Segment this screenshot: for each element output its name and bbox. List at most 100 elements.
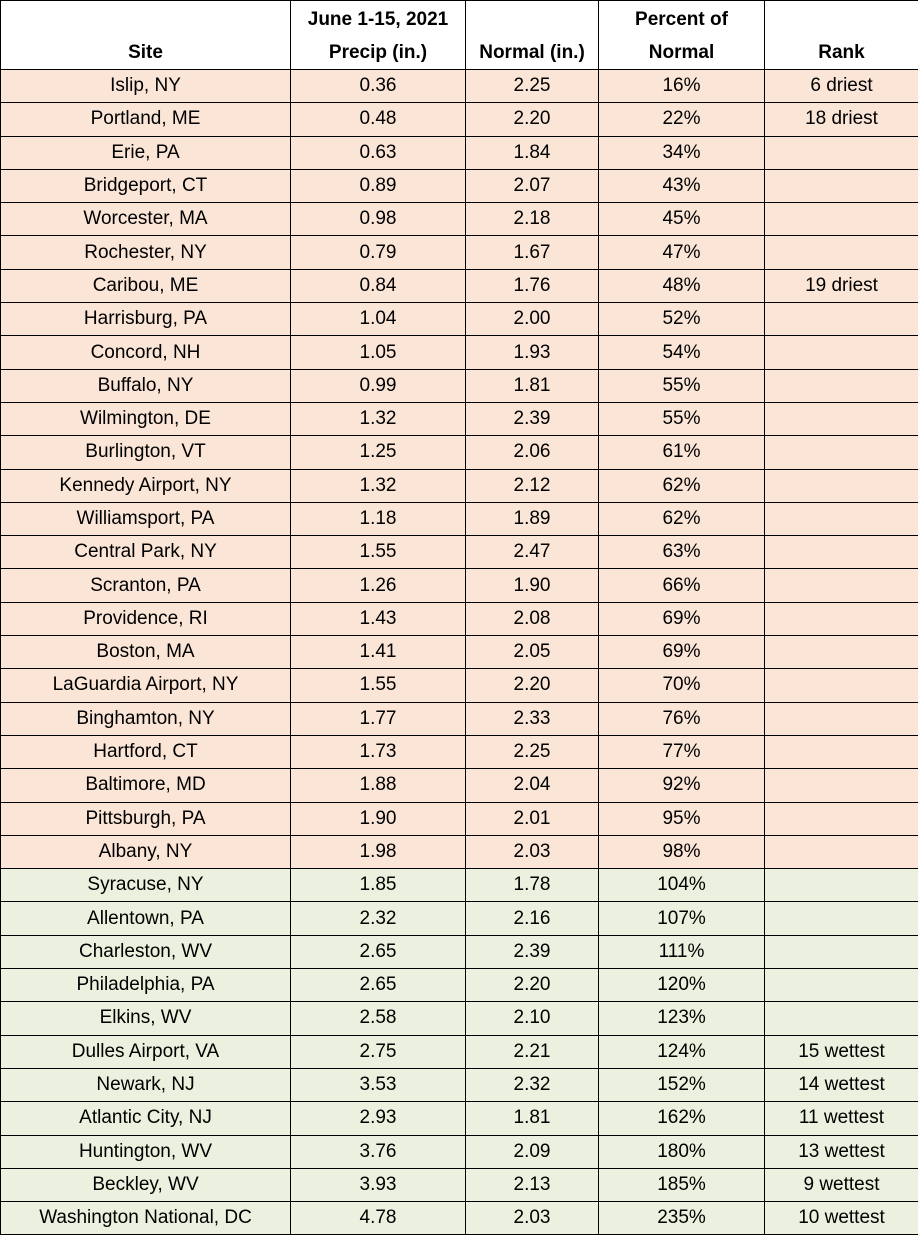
table-cell: 62% (598, 501, 765, 537)
table-cell: 1.90 (465, 568, 599, 603)
table-cell: 0.89 (290, 168, 466, 204)
header-text: Normal (648, 42, 715, 63)
table-cell: Wilmington, DE (0, 401, 291, 437)
table-row: Huntington, WV 3.76 2.09 180% 13 wettest (0, 1134, 918, 1169)
table-cell: 2.05 (465, 635, 599, 670)
table-row: Dulles Airport, VA 2.75 2.21 124% 15 wettest (0, 1034, 918, 1069)
table-cell: 3.53 (290, 1067, 466, 1103)
table-cell: 185% (598, 1167, 765, 1203)
table-cell (764, 668, 918, 703)
table-cell: 2.07 (465, 168, 599, 204)
table-cell: 55% (598, 368, 765, 403)
table-cell: 2.13 (465, 1167, 599, 1203)
table-cell: Concord, NH (0, 335, 291, 370)
table-cell: 1.04 (290, 302, 466, 337)
table-cell (764, 701, 918, 736)
table-cell: 22% (598, 102, 765, 137)
table-cell (764, 868, 918, 903)
table-cell: 2.04 (465, 768, 599, 803)
table-cell: Worcester, MA (0, 202, 291, 237)
table-row: Kennedy Airport, NY 1.32 2.12 62% (0, 468, 918, 503)
table-cell: 2.32 (465, 1067, 599, 1103)
table-cell: 1.67 (465, 235, 599, 270)
table-cell: 9 wettest (764, 1167, 918, 1203)
header-text: June 1-15, 2021 (307, 9, 449, 30)
table-cell: 2.47 (465, 535, 599, 570)
header-cell: Normal (in.) (465, 0, 599, 70)
table-cell: Pittsburgh, PA (0, 801, 291, 836)
table-cell (764, 768, 918, 803)
table-cell: Portland, ME (0, 102, 291, 137)
table-cell: Baltimore, MD (0, 768, 291, 803)
table-cell: Binghamton, NY (0, 701, 291, 736)
table-cell (764, 568, 918, 603)
table-cell: 3.93 (290, 1167, 466, 1203)
table-cell: Dulles Airport, VA (0, 1034, 291, 1069)
table-cell: 2.39 (465, 934, 599, 970)
table-row: Pittsburgh, PA 1.90 2.01 95% (0, 801, 918, 836)
table-cell: 2.20 (465, 968, 599, 1003)
table-cell: 0.84 (290, 268, 466, 304)
table-cell (764, 202, 918, 237)
table-row: Atlantic City, NJ 2.93 1.81 162% 11 wettest (0, 1101, 918, 1136)
table-cell: 2.39 (465, 401, 599, 437)
table-cell (764, 302, 918, 337)
table-cell (764, 801, 918, 836)
table-cell: 1.26 (290, 568, 466, 603)
table-cell: 2.09 (465, 1134, 599, 1169)
table-cell: Charleston, WV (0, 934, 291, 970)
table-row: Newark, NJ 3.53 2.32 152% 14 wettest (0, 1067, 918, 1103)
table-body: Islip, NY 0.36 2.25 16% 6 driest Portland, ME… (0, 68, 918, 1236)
table-cell: Philadelphia, PA (0, 968, 291, 1003)
table-cell: 2.20 (465, 102, 599, 137)
table-cell: 0.79 (290, 235, 466, 270)
table-cell: 14 wettest (764, 1067, 918, 1103)
table-cell: Harrisburg, PA (0, 302, 291, 337)
table-cell: Boston, MA (0, 635, 291, 670)
table-cell: Albany, NY (0, 834, 291, 870)
table-row: Binghamton, NY 1.77 2.33 76% (0, 701, 918, 736)
table-cell (764, 734, 918, 770)
table-cell: 13 wettest (764, 1134, 918, 1169)
table-cell: 1.84 (465, 135, 599, 170)
table-cell: 1.90 (290, 801, 466, 836)
table-cell: 1.73 (290, 734, 466, 770)
table-row: Beckley, WV 3.93 2.13 185% 9 wettest (0, 1167, 918, 1203)
table-cell: 1.77 (290, 701, 466, 736)
table-cell: 2.16 (465, 901, 599, 936)
table-cell (764, 435, 918, 470)
table-cell: 1.78 (465, 868, 599, 903)
table-cell: 2.33 (465, 701, 599, 736)
table-cell (764, 235, 918, 270)
table-cell (764, 368, 918, 403)
table-cell: 1.76 (465, 268, 599, 304)
table-cell: 2.25 (465, 734, 599, 770)
table-row: Albany, NY 1.98 2.03 98% (0, 834, 918, 870)
table-cell: 95% (598, 801, 765, 836)
table-cell: 2.20 (465, 668, 599, 703)
table-cell (764, 901, 918, 936)
table-cell (764, 834, 918, 870)
table-cell: 63% (598, 535, 765, 570)
table-cell: Scranton, PA (0, 568, 291, 603)
table-cell: Huntington, WV (0, 1134, 291, 1169)
table-cell: 1.81 (465, 368, 599, 403)
table-cell: 15 wettest (764, 1034, 918, 1069)
table-cell: 1.25 (290, 435, 466, 470)
table-row: Elkins, WV 2.58 2.10 123% (0, 1001, 918, 1036)
table-cell: Caribou, ME (0, 268, 291, 304)
table-cell: Allentown, PA (0, 901, 291, 936)
table-cell: 2.12 (465, 468, 599, 503)
table-row: Baltimore, MD 1.88 2.04 92% (0, 768, 918, 803)
table-cell: Burlington, VT (0, 435, 291, 470)
table-cell: 2.21 (465, 1034, 599, 1069)
table-cell: 2.08 (465, 601, 599, 637)
table-cell: 1.88 (290, 768, 466, 803)
table-cell: 1.05 (290, 335, 466, 370)
table-row: Rochester, NY 0.79 1.67 47% (0, 235, 918, 270)
table-cell: 11 wettest (764, 1101, 918, 1136)
table-cell: 61% (598, 435, 765, 470)
table-cell (764, 601, 918, 637)
table-cell: 92% (598, 768, 765, 803)
